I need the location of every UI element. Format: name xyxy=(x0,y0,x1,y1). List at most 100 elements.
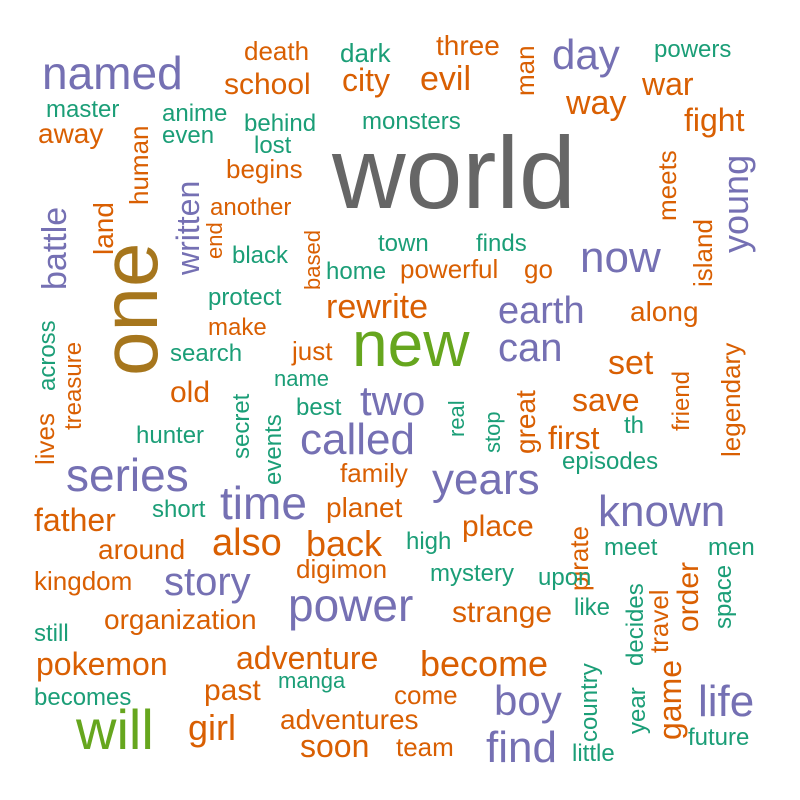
cloud-word-around: around xyxy=(98,534,186,565)
cloud-word-just: just xyxy=(292,336,333,366)
cloud-word-meet: meet xyxy=(604,534,658,561)
cloud-word-dark: dark xyxy=(340,38,391,68)
cloud-word-set: set xyxy=(608,344,654,382)
cloud-word-one: one xyxy=(85,242,174,377)
cloud-word-lives: lives xyxy=(30,412,60,465)
cloud-word-young: young xyxy=(715,154,756,253)
cloud-word-episodes: episodes xyxy=(562,448,659,475)
cloud-word-series: series xyxy=(66,449,189,501)
cloud-word-along: along xyxy=(630,296,699,327)
cloud-word-great: great xyxy=(510,390,541,455)
cloud-word-upon: upon xyxy=(538,564,592,591)
cloud-word-now: now xyxy=(580,233,661,282)
cloud-word-find: find xyxy=(486,723,557,772)
cloud-word-another: another xyxy=(210,194,292,221)
cloud-word-treasure: treasure xyxy=(60,341,87,430)
cloud-word-can: can xyxy=(498,326,563,370)
cloud-word-father: father xyxy=(34,502,116,538)
cloud-word-decides: decides xyxy=(622,583,649,667)
cloud-word-best: best xyxy=(296,394,342,421)
cloud-word-travel: travel xyxy=(644,589,674,654)
cloud-word-back: back xyxy=(306,523,383,564)
cloud-word-friend: friend xyxy=(668,370,695,431)
cloud-word-land: land xyxy=(88,201,119,255)
cloud-word-country: country xyxy=(576,663,603,743)
cloud-word-day: day xyxy=(552,31,620,78)
cloud-word-battle: battle xyxy=(36,207,74,291)
cloud-word-like: like xyxy=(574,594,611,621)
cloud-word-secret: secret xyxy=(228,393,255,459)
cloud-word-past: past xyxy=(204,674,261,707)
cloud-word-adventure: adventure xyxy=(236,640,379,676)
cloud-word-short: short xyxy=(152,496,206,523)
cloud-word-digimon: digimon xyxy=(296,554,388,584)
cloud-word-also: also xyxy=(212,522,282,564)
cloud-word-even: even xyxy=(162,122,215,149)
cloud-word-monsters: monsters xyxy=(362,108,461,135)
cloud-word-save: save xyxy=(572,382,640,418)
cloud-word-make: make xyxy=(208,314,267,341)
cloud-word-th: th xyxy=(624,412,645,439)
cloud-word-mystery: mystery xyxy=(430,560,514,587)
cloud-word-island: island xyxy=(688,219,718,288)
cloud-word-finds: finds xyxy=(476,230,527,257)
cloud-word-rewrite: rewrite xyxy=(326,288,429,326)
cloud-word-legendary: legendary xyxy=(716,342,746,458)
cloud-word-life: life xyxy=(698,677,755,726)
cloud-word-little: little xyxy=(572,740,615,767)
cloud-word-order: order xyxy=(672,561,705,632)
cloud-word-human: human xyxy=(124,125,154,205)
cloud-word-first: first xyxy=(548,420,600,456)
cloud-word-high: high xyxy=(406,528,452,555)
cloud-word-world: world xyxy=(332,116,576,230)
cloud-word-begins: begins xyxy=(226,154,303,184)
cloud-word-go: go xyxy=(524,254,553,284)
cloud-word-years: years xyxy=(432,455,540,504)
cloud-word-black: black xyxy=(232,242,289,269)
cloud-word-boy: boy xyxy=(494,677,562,724)
cloud-word-hunter: hunter xyxy=(136,422,205,449)
cloud-word-girl: girl xyxy=(188,707,237,748)
cloud-word-story: story xyxy=(164,560,251,604)
cloud-word-name: name xyxy=(274,366,330,391)
cloud-word-end: end xyxy=(202,222,227,259)
cloud-word-master: master xyxy=(46,96,120,123)
cloud-word-place: place xyxy=(462,510,534,543)
cloud-word-powers: powers xyxy=(654,36,732,63)
cloud-word-war: war xyxy=(642,66,694,102)
cloud-word-men: men xyxy=(708,534,755,561)
cloud-word-home: home xyxy=(326,258,387,285)
cloud-word-earth: earth xyxy=(498,290,585,332)
cloud-word-called: called xyxy=(300,415,415,464)
cloud-word-evil: evil xyxy=(420,60,472,98)
cloud-word-lost: lost xyxy=(254,132,292,159)
cloud-word-meets: meets xyxy=(652,149,682,221)
cloud-word-away: away xyxy=(38,118,104,149)
cloud-word-based: based xyxy=(300,229,325,290)
cloud-word-man: man xyxy=(510,45,540,96)
cloud-word-town: town xyxy=(378,230,429,257)
cloud-word-three: three xyxy=(436,30,500,61)
cloud-word-pokemon: pokemon xyxy=(36,646,168,682)
cloud-word-behind: behind xyxy=(244,110,317,137)
cloud-word-protect: protect xyxy=(208,284,282,311)
cloud-word-powerful: powerful xyxy=(400,254,499,284)
cloud-word-planet: planet xyxy=(326,492,403,523)
cloud-word-across: across xyxy=(34,319,61,391)
cloud-word-two: two xyxy=(360,377,426,424)
cloud-word-family: family xyxy=(340,458,408,488)
cloud-word-come: come xyxy=(394,680,458,710)
cloud-word-future: future xyxy=(688,724,750,751)
cloud-word-real: real xyxy=(444,400,469,438)
cloud-word-new: new xyxy=(352,308,470,380)
cloud-word-old: old xyxy=(170,376,211,409)
cloud-word-become: become xyxy=(420,643,549,684)
cloud-word-adventures: adventures xyxy=(280,704,419,735)
cloud-word-team: team xyxy=(396,732,454,762)
cloud-word-events: events xyxy=(260,413,287,485)
cloud-word-city: city xyxy=(342,62,390,98)
cloud-word-way: way xyxy=(566,84,627,122)
cloud-word-anime: anime xyxy=(162,100,228,127)
cloud-word-organization: organization xyxy=(104,604,257,635)
cloud-word-school: school xyxy=(224,68,311,101)
